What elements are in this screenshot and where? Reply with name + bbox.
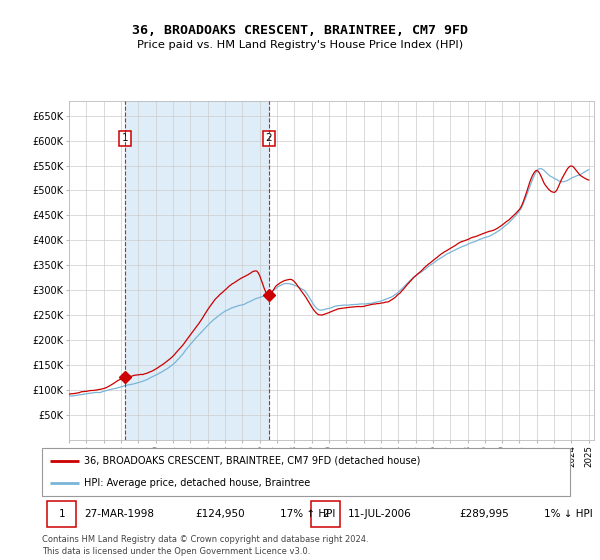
FancyBboxPatch shape xyxy=(42,448,570,496)
Text: Contains HM Land Registry data © Crown copyright and database right 2024.
This d: Contains HM Land Registry data © Crown c… xyxy=(42,535,368,556)
Text: £124,950: £124,950 xyxy=(195,509,245,519)
Text: Price paid vs. HM Land Registry's House Price Index (HPI): Price paid vs. HM Land Registry's House … xyxy=(137,40,463,50)
Text: 17% ↑ HPI: 17% ↑ HPI xyxy=(280,509,335,519)
FancyBboxPatch shape xyxy=(311,501,340,527)
Bar xyxy=(125,101,269,440)
Text: 27-MAR-1998: 27-MAR-1998 xyxy=(84,509,154,519)
Text: 36, BROADOAKS CRESCENT, BRAINTREE, CM7 9FD: 36, BROADOAKS CRESCENT, BRAINTREE, CM7 9… xyxy=(132,24,468,38)
Text: 1: 1 xyxy=(122,133,128,143)
Text: 36, BROADOAKS CRESCENT, BRAINTREE, CM7 9FD (detached house): 36, BROADOAKS CRESCENT, BRAINTREE, CM7 9… xyxy=(84,456,421,466)
Text: £289,995: £289,995 xyxy=(459,509,509,519)
Text: 11-JUL-2006: 11-JUL-2006 xyxy=(348,509,412,519)
Text: 1: 1 xyxy=(58,509,65,519)
Text: 1% ↓ HPI: 1% ↓ HPI xyxy=(544,509,592,519)
Text: HPI: Average price, detached house, Braintree: HPI: Average price, detached house, Brai… xyxy=(84,478,310,488)
FancyBboxPatch shape xyxy=(47,501,76,527)
Text: 2: 2 xyxy=(265,133,272,143)
Text: 2: 2 xyxy=(322,509,329,519)
